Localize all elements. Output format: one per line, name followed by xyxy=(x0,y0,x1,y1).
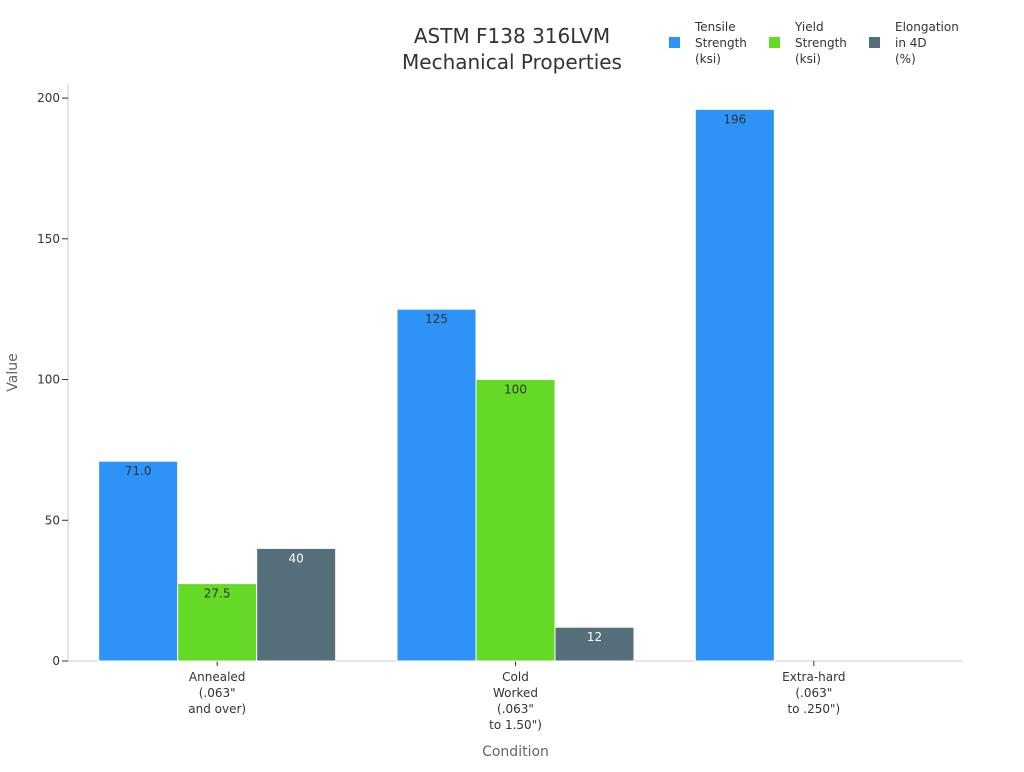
legend-label: Strength xyxy=(795,36,847,50)
data-labels: 71.0 125 196 27.5 100 40 12 xyxy=(125,112,746,644)
bar xyxy=(396,308,477,662)
bar-value-label: 12 xyxy=(587,630,602,644)
x-tick-label: (.063" xyxy=(795,686,832,700)
x-tick-label: Extra-hard xyxy=(782,670,845,684)
legend-swatch xyxy=(769,37,780,48)
legend-label: (ksi) xyxy=(695,52,721,66)
bar xyxy=(554,626,635,662)
legend-label: Strength xyxy=(695,36,747,50)
bar-value-label: 40 xyxy=(289,551,304,565)
x-axis-title: Condition xyxy=(482,744,549,760)
legend-label: Yield xyxy=(794,20,824,34)
x-tick-label: to 1.50") xyxy=(489,718,542,732)
x-tick-label: (.063" xyxy=(497,702,534,716)
y-tick-label: 150 xyxy=(37,232,60,246)
y-tick-label: 100 xyxy=(37,373,60,387)
bar-value-label: 125 xyxy=(425,312,448,326)
x-tick-label: and over) xyxy=(188,702,246,716)
legend-label: in 4D xyxy=(895,36,927,50)
legend: Tensile Strength (ksi) Yield Strength (ksi) El… xyxy=(669,20,959,66)
y-tick-label: 50 xyxy=(45,513,60,527)
bar xyxy=(177,583,258,662)
chart-title-line: Mechanical Properties xyxy=(402,50,622,74)
x-tick-label: Cold xyxy=(502,670,529,684)
chart-title-line: ASTM F138 316LVM xyxy=(414,24,610,48)
x-tick-label: Annealed xyxy=(189,670,246,684)
legend-swatch xyxy=(669,37,680,48)
bar-value-label: 100 xyxy=(504,383,527,397)
bars xyxy=(98,108,775,662)
axes: 0 50 100 150 200 Value Annealed (.063" and over)… xyxy=(5,84,963,760)
legend-label: Elongation xyxy=(895,20,959,34)
x-tick-label: to .250") xyxy=(787,702,840,716)
bar xyxy=(98,460,179,662)
bar xyxy=(475,379,556,662)
legend-label: (ksi) xyxy=(795,52,821,66)
bar xyxy=(256,547,337,662)
legend-swatch xyxy=(869,37,880,48)
bar-value-label: 196 xyxy=(723,112,746,126)
x-tick-label: Worked xyxy=(493,686,538,700)
x-tick-label: (.063" xyxy=(199,686,236,700)
legend-label: (%) xyxy=(895,52,916,66)
y-axis-title: Value xyxy=(5,353,21,391)
bar-value-label: 71.0 xyxy=(125,464,152,478)
legend-label: Tensile xyxy=(694,20,736,34)
bar-value-label: 27.5 xyxy=(204,587,231,601)
y-tick-label: 0 xyxy=(52,654,60,668)
y-tick-label: 200 xyxy=(37,91,60,105)
bar xyxy=(694,108,775,662)
